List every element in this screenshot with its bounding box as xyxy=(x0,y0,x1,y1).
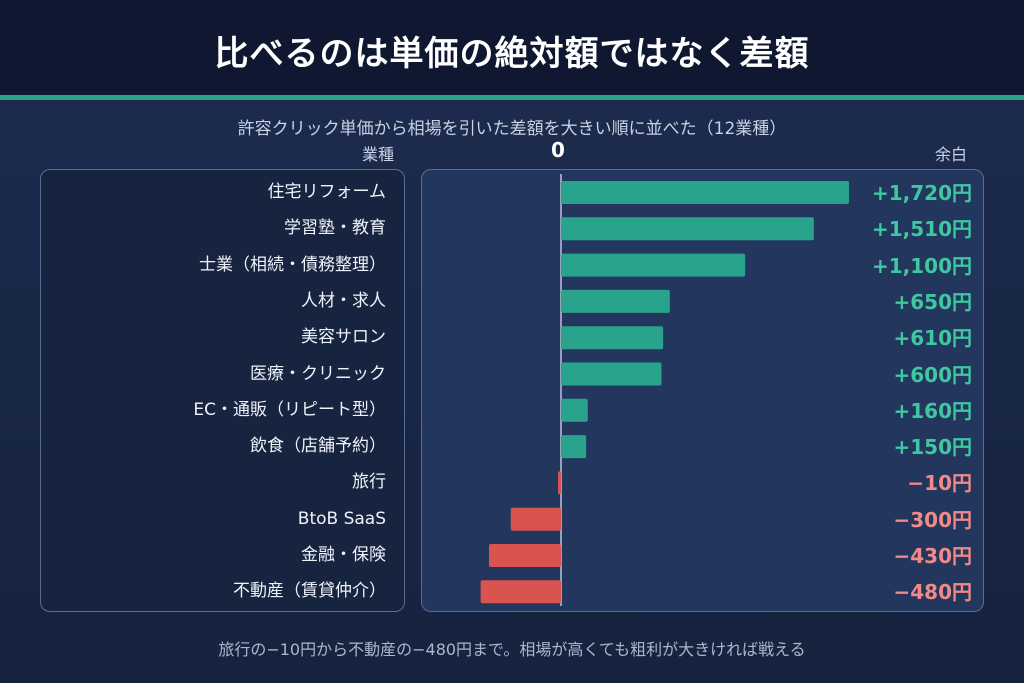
bar-panel xyxy=(421,169,984,612)
value-label: +610円 xyxy=(893,326,972,351)
category-label: 士業（相続・債務整理） xyxy=(199,254,386,275)
bar-5 xyxy=(561,362,662,386)
value-column-header: 余白 xyxy=(935,145,968,164)
category-label: 旅行 xyxy=(352,472,386,493)
category-label: 住宅リフォーム xyxy=(267,182,387,202)
footer-note: 旅行の−10円から不動産の−480円まで。相場が高くても粗利が大きければ戦える xyxy=(218,640,806,659)
bar-11 xyxy=(480,580,561,604)
value-label: +1,510円 xyxy=(871,217,972,242)
zero-axis-label: 0 xyxy=(551,138,565,162)
bar-0 xyxy=(561,181,849,204)
value-label: −430円 xyxy=(893,544,972,568)
bar-4 xyxy=(561,326,664,350)
category-label: 美容サロン xyxy=(301,327,386,348)
category-label: 医療・クリニック xyxy=(250,363,386,384)
value-label: +150円 xyxy=(893,435,972,460)
value-label: +650円 xyxy=(893,289,972,314)
bar-3 xyxy=(561,289,670,313)
value-label: +1,720円 xyxy=(871,181,972,205)
category-panel xyxy=(40,169,405,612)
category-label: EC・通販（リピート型） xyxy=(193,399,386,420)
category-label: BtoB SaaS xyxy=(297,508,386,529)
value-label: +600円 xyxy=(893,362,972,387)
bar-1 xyxy=(561,217,814,241)
header-band xyxy=(0,0,1024,96)
accent-divider xyxy=(0,95,1024,100)
value-label: +1,100円 xyxy=(871,253,972,278)
value-label: −300円 xyxy=(893,507,972,532)
value-label: −480円 xyxy=(893,580,972,605)
value-label: +160円 xyxy=(893,398,972,423)
bar-10 xyxy=(489,544,561,567)
category-label: 人材・求人 xyxy=(301,290,386,311)
chart-subtitle: 許容クリック単価から相場を引いた差額を大きい順に並べた（12業種） xyxy=(237,119,787,139)
category-label: 学習塾・教育 xyxy=(284,218,386,239)
category-label: 不動産（賃貸仲介） xyxy=(233,581,386,602)
bar-8 xyxy=(558,471,561,495)
bar-7 xyxy=(561,435,587,459)
bar-6 xyxy=(561,398,588,422)
bar-2 xyxy=(561,253,746,277)
page-title: 比べるのは単価の絶対額ではなく差額 xyxy=(214,34,810,74)
category-label: 飲食（店舗予約） xyxy=(250,436,386,457)
bar-9 xyxy=(510,507,561,531)
category-column-header: 業種 xyxy=(362,145,395,164)
category-label: 金融・保険 xyxy=(301,545,386,565)
value-label: −10円 xyxy=(907,471,972,496)
